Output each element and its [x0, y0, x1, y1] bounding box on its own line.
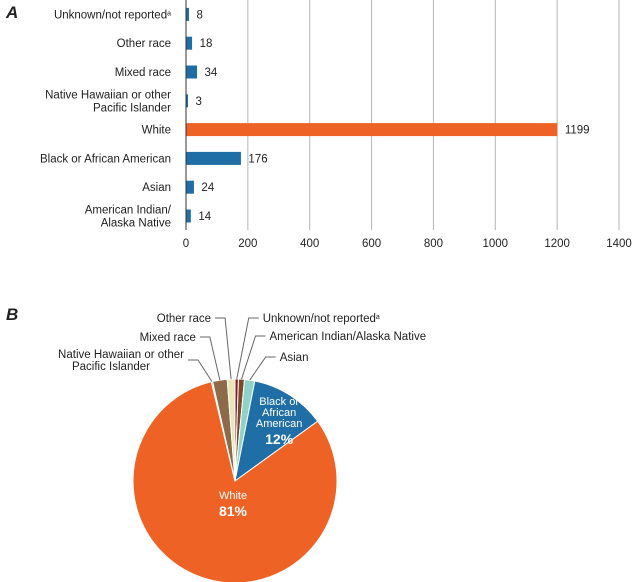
bar-native-hawaiian-or-other-pacific-islander	[186, 94, 188, 108]
x-tick-0: 0	[183, 238, 189, 250]
x-tick-800: 800	[424, 238, 443, 250]
bar-white	[186, 123, 558, 137]
value-label-black-or-african-american: 176	[248, 153, 267, 165]
bar-other-race	[186, 36, 193, 50]
leader-line-asian	[249, 356, 276, 381]
pie-label-american-indian-alaska-native: American Indian/Alaska Native	[270, 331, 427, 343]
category-label-american-indian-alaska-native: American Indian/Alaska Native	[85, 205, 172, 230]
bar-chart-category-labels: Unknown/not reporteda Other race Mixed rac…	[40, 9, 172, 229]
leader-line-native-hawaiian-or-other	[187, 359, 213, 382]
category-label-mixed-race: Mixed race	[115, 67, 171, 79]
bar-chart-x-ticks: 0 200 400 600 800 1000 1200 1400	[183, 238, 632, 250]
category-label-asian: Asian	[142, 182, 171, 194]
pie-chart-leader-lines	[187, 317, 276, 382]
bar-asian	[186, 180, 194, 194]
value-label-white: 1199	[565, 125, 590, 137]
category-label-black-or-african-american: Black or African American	[40, 153, 171, 165]
x-tick-1200: 1200	[544, 238, 570, 250]
bar-mixed-race	[186, 65, 198, 79]
pie-slice-white	[132, 381, 338, 582]
pie-label-mixed-race: Mixed race	[140, 332, 196, 344]
value-label-unknown-not-reported: 8	[196, 9, 202, 21]
pie-chart-slices	[132, 378, 338, 582]
x-tick-200: 200	[238, 238, 257, 250]
bar-chart-bars	[186, 7, 558, 223]
category-label-white: White	[142, 125, 171, 137]
bar-chart-grid	[185, 0, 620, 230]
pie-inside-label-black-or-african-american: Black or African American	[256, 396, 302, 430]
pie-percent-black-or-african-american: 12%	[265, 431, 294, 447]
leader-line-american-indian-alaska-native	[241, 335, 266, 380]
x-tick-600: 600	[362, 238, 381, 250]
leader-line-other-race	[215, 317, 232, 380]
panel-label-b: B	[6, 305, 18, 324]
bar-black-or-african-american	[186, 151, 241, 165]
value-label-asian: 24	[201, 182, 214, 194]
pie-label-asian: Asian	[280, 352, 309, 364]
pie-label-other-race: Other race	[157, 313, 211, 325]
category-label-other-race: Other race	[117, 38, 171, 50]
x-tick-400: 400	[300, 238, 319, 250]
x-tick-1000: 1000	[482, 238, 508, 250]
value-label-american-indian-alaska-native: 14	[198, 211, 211, 223]
pie-label-unknown-not-reported: Unknown/not reporteda	[263, 313, 380, 325]
pie-slice-black-or-african-american	[234, 380, 319, 483]
value-label-other-race: 18	[200, 38, 213, 50]
value-label-mixed-race: 34	[205, 67, 218, 79]
bar-unknown-not-reported	[186, 7, 189, 21]
leader-line-unknown-not-reported	[236, 317, 259, 380]
value-label-native-hawaiian-or-other-pacific-islander: 3	[196, 96, 202, 108]
bar-chart-value-labels: 8 18 34 3 1199 176 24 14	[196, 9, 590, 223]
category-label-native-hawaiian-or-other-pacific-islander: Native Hawaiian or other Pacific Islander	[45, 89, 171, 114]
pie-label-native-hawaiian-or-other: Native Hawaiian or other Pacific Islander	[58, 349, 184, 373]
x-tick-1400: 1400	[606, 238, 632, 250]
bar-chart-panel: A 0 200 400 600 800 1000 1200 1400 Unknown/not …	[5, 0, 632, 250]
pie-inside-label-white: White	[219, 490, 247, 502]
bar-american-indian-alaska-native	[186, 209, 191, 223]
panel-label-a: A	[5, 3, 18, 22]
pie-percent-white: 81%	[219, 503, 248, 519]
leader-line-mixed-race	[199, 336, 221, 381]
category-label-unknown-not-reported: Unknown/not reporteda	[54, 9, 171, 21]
